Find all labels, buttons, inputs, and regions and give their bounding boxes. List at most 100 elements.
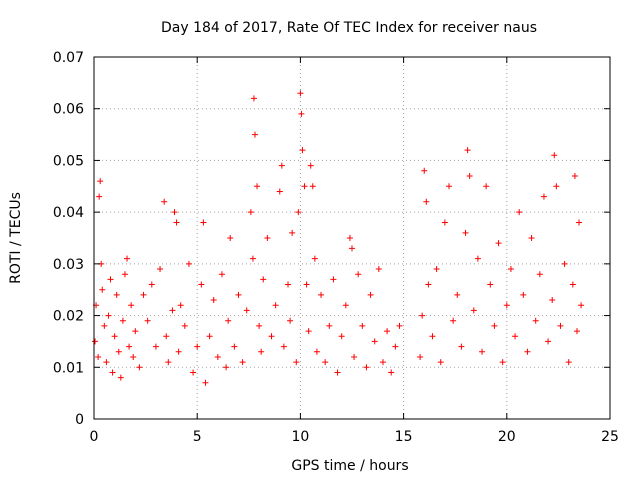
data-point xyxy=(318,291,325,298)
data-point xyxy=(351,353,358,360)
data-point xyxy=(268,333,275,340)
data-point xyxy=(161,198,168,205)
data-point xyxy=(157,266,164,273)
data-point xyxy=(206,333,213,340)
data-point xyxy=(346,235,353,241)
data-point xyxy=(231,343,238,350)
data-point xyxy=(92,338,99,345)
data-point xyxy=(557,322,564,329)
data-point xyxy=(140,291,147,298)
data-point xyxy=(235,291,242,298)
data-point xyxy=(565,359,572,366)
data-point xyxy=(474,255,481,262)
data-point xyxy=(423,198,430,205)
data-point xyxy=(326,322,333,329)
data-point xyxy=(313,348,320,355)
data-point xyxy=(173,219,180,226)
data-point xyxy=(210,297,217,304)
data-point xyxy=(136,364,143,371)
data-point xyxy=(334,369,341,376)
data-point xyxy=(338,333,345,340)
x-tick-label: 20 xyxy=(498,429,516,445)
data-point xyxy=(359,322,366,329)
data-point xyxy=(499,359,506,366)
grid-lines xyxy=(94,57,610,419)
data-point xyxy=(379,359,386,366)
data-point xyxy=(536,271,543,278)
data-point xyxy=(503,302,510,309)
data-point xyxy=(355,271,362,278)
data-point xyxy=(458,343,465,350)
data-point xyxy=(254,183,261,190)
data-point xyxy=(272,302,279,309)
data-point xyxy=(573,328,580,335)
axis-ticks xyxy=(93,56,611,420)
data-point xyxy=(293,359,300,366)
data-point xyxy=(454,291,461,298)
data-point xyxy=(247,209,254,216)
data-point xyxy=(285,281,292,288)
data-point xyxy=(97,178,104,185)
data-points xyxy=(92,90,585,386)
data-point xyxy=(540,193,547,200)
data-point xyxy=(516,209,523,216)
data-point xyxy=(561,260,568,267)
data-point xyxy=(295,209,302,216)
data-point xyxy=(96,193,103,200)
data-point xyxy=(256,322,263,329)
data-point xyxy=(278,162,285,169)
y-tick-label: 0.07 xyxy=(53,50,84,66)
data-point xyxy=(421,167,428,174)
data-point xyxy=(249,255,256,262)
data-point xyxy=(124,255,131,262)
data-point xyxy=(250,95,257,102)
data-point xyxy=(144,317,151,324)
data-point xyxy=(175,348,182,355)
data-point xyxy=(264,235,271,241)
data-point xyxy=(225,317,232,324)
data-point xyxy=(202,379,209,386)
data-point xyxy=(303,281,310,288)
data-point xyxy=(425,281,432,288)
data-point xyxy=(524,348,531,355)
data-point xyxy=(287,317,294,324)
data-point xyxy=(132,328,139,335)
data-point xyxy=(198,281,205,288)
x-tick-label: 10 xyxy=(291,429,309,445)
data-point xyxy=(419,312,426,319)
data-point xyxy=(384,328,391,335)
data-point xyxy=(305,328,312,335)
y-tick-label: 0.06 xyxy=(53,102,84,118)
data-point xyxy=(223,364,230,371)
data-point xyxy=(109,369,116,376)
x-tick-label: 5 xyxy=(193,429,202,445)
y-tick-label: 0 xyxy=(75,412,84,428)
data-point xyxy=(214,353,221,360)
y-tick-label: 0.01 xyxy=(53,360,84,376)
data-point xyxy=(330,276,337,283)
y-tick-label: 0.05 xyxy=(53,153,84,169)
data-point xyxy=(437,359,444,366)
data-point xyxy=(528,235,535,241)
data-point xyxy=(119,317,126,324)
data-point xyxy=(218,271,225,278)
data-point xyxy=(190,369,197,376)
plot-frame xyxy=(93,56,611,420)
data-point xyxy=(130,353,137,360)
data-point xyxy=(446,183,453,190)
data-point xyxy=(239,359,246,366)
x-tick-label: 15 xyxy=(395,429,413,445)
data-point xyxy=(520,291,527,298)
data-point xyxy=(280,343,287,350)
data-point xyxy=(349,245,355,252)
data-point xyxy=(441,219,448,226)
data-point xyxy=(450,317,457,324)
data-point xyxy=(194,343,201,350)
data-point xyxy=(470,307,477,314)
data-point xyxy=(576,219,583,226)
data-point xyxy=(169,307,176,314)
data-point xyxy=(363,364,370,371)
data-point xyxy=(299,147,306,154)
data-point xyxy=(491,322,498,329)
